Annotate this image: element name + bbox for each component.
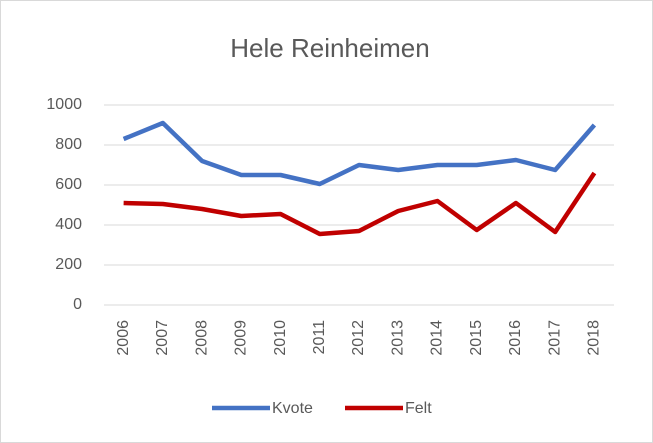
- x-tick-label: 2008: [193, 320, 210, 356]
- x-tick-label: 2018: [586, 320, 603, 356]
- x-tick-label: 2015: [468, 320, 485, 356]
- legend-label: Kvote: [272, 400, 313, 417]
- chart-title: Hele Reinheimen: [230, 33, 429, 63]
- x-tick-label: 2017: [546, 320, 563, 356]
- legend-label: Felt: [405, 400, 432, 417]
- x-tick-label: 2009: [233, 320, 250, 356]
- x-tick-label: 2014: [429, 320, 446, 356]
- y-tick-label: 800: [55, 136, 82, 153]
- y-tick-label: 200: [55, 256, 82, 273]
- line-series: [123, 171, 597, 237]
- x-tick-label: 2010: [272, 320, 289, 356]
- line-series: [122, 120, 597, 187]
- x-tick-label: 2007: [154, 320, 171, 356]
- x-tick-label: 2011: [311, 320, 328, 355]
- y-tick-label: 0: [73, 296, 82, 313]
- x-tick-label: 2012: [350, 320, 367, 356]
- x-tick-label: 2016: [507, 320, 524, 356]
- y-tick-label: 600: [55, 176, 82, 193]
- y-tick-label: 400: [55, 216, 82, 233]
- x-tick-label: 2013: [389, 320, 406, 356]
- y-tick-label: 1000: [46, 96, 82, 113]
- x-tick-label: 2006: [115, 320, 132, 356]
